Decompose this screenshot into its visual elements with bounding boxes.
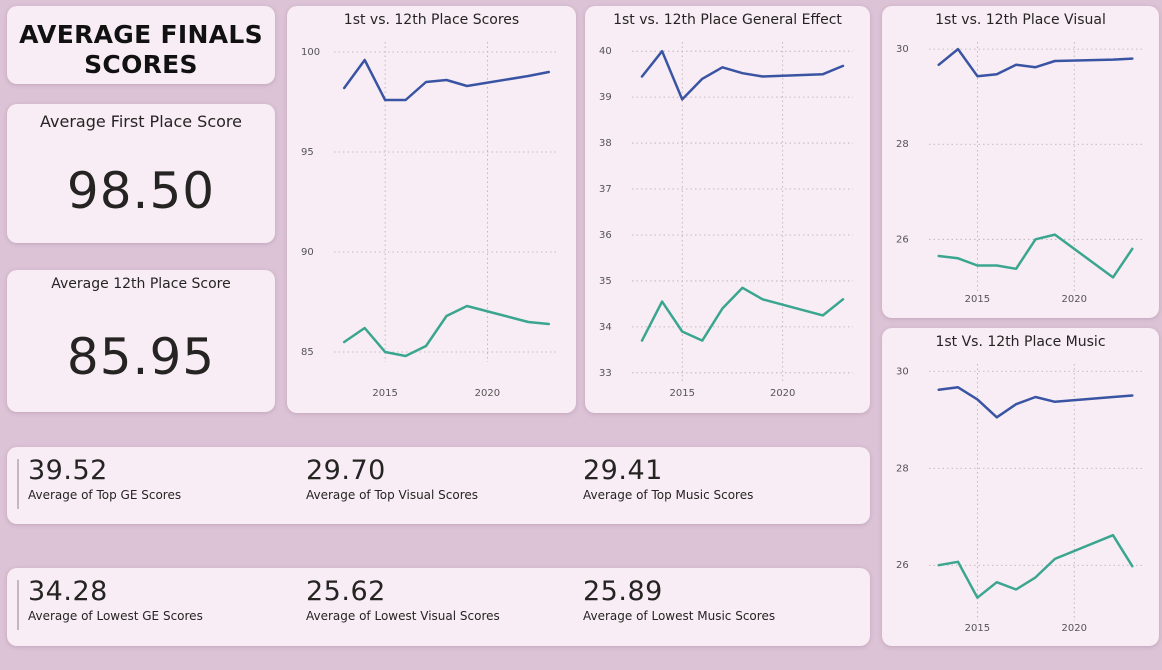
metric-value: 25.62 [306, 576, 386, 607]
title-card: AVERAGE FINALS SCORES [7, 6, 275, 84]
chart-title-scores: 1st vs. 12th Place Scores [343, 12, 520, 28]
metric-top-ge: 39.52 Average of Top GE Scores [28, 455, 181, 502]
metric-value: 25.89 [583, 576, 663, 607]
y-tick-label: 37 [599, 184, 612, 195]
x-tick-label: 2020 [1062, 623, 1087, 634]
top-scores-card: 39.52 Average of Top GE Scores 29.70 Ave… [7, 447, 870, 524]
chart-card-visual[interactable]: 1st vs. 12th Place Visual 26 28 30 2015 2020 [882, 6, 1159, 318]
metric-label: Average of Lowest GE Scores [28, 609, 203, 623]
metric-top-visual: 29.70 Average of Top Visual Scores [306, 455, 478, 502]
metric-top-music: 29.41 Average of Top Music Scores [583, 455, 753, 502]
y-tick-label: 100 [301, 47, 320, 58]
chart-card-music[interactable]: 1st Vs. 12th Place Music 26 28 30 2015 2020 [882, 328, 1159, 646]
y-tick-label: 28 [896, 463, 909, 474]
y-tick-label: 30 [896, 366, 909, 377]
x-tick-label: 2015 [965, 623, 990, 634]
metric-label: Average of Top GE Scores [28, 488, 182, 502]
series-line-first-place [640, 49, 845, 101]
kpi-value-twelfth-place: 85.95 [66, 328, 216, 386]
series-line-twelfth-place [937, 233, 1134, 279]
chart-visual: 26 28 30 2015 2020 [896, 42, 1142, 305]
kpi-label-twelfth-place: Average 12th Place Score [51, 276, 231, 292]
y-tick-label: 26 [896, 234, 909, 245]
series-line-first-place [937, 47, 1134, 78]
metric-value: 29.41 [583, 455, 663, 486]
metric-lowest-music: 25.89 Average of Lowest Music Scores [583, 576, 775, 623]
kpi-value-first-place: 98.50 [66, 162, 216, 220]
chart-title-general-effect: 1st vs. 12th Place General Effect [613, 12, 842, 28]
card-accent-bar [17, 580, 19, 630]
chart-general-effect: 33 34 35 36 37 38 39 40 2015 2020 [599, 42, 853, 399]
y-tick-label: 35 [599, 276, 612, 287]
series-line-first-place [342, 58, 551, 102]
metric-label: Average of Top Visual Scores [306, 488, 479, 502]
y-tick-label: 28 [896, 139, 909, 150]
y-tick-label: 85 [301, 347, 314, 358]
y-tick-label: 95 [301, 147, 314, 158]
chart-scores: 85 90 95 100 2015 2020 [301, 42, 559, 399]
metric-lowest-ge: 34.28 Average of Lowest GE Scores [28, 576, 203, 623]
metric-label: Average of Lowest Visual Scores [306, 609, 500, 623]
chart-title-visual: 1st vs. 12th Place Visual [935, 12, 1106, 28]
x-tick-label: 2015 [670, 388, 695, 399]
series-line-twelfth-place [342, 304, 551, 358]
y-tick-label: 40 [599, 46, 612, 57]
y-tick-label: 39 [599, 92, 612, 103]
metric-label: Average of Top Music Scores [583, 488, 754, 502]
chart-card-scores[interactable]: 1st vs. 12th Place Scores 85 90 95 100 2015 2… [287, 6, 576, 413]
y-tick-label: 90 [301, 247, 314, 258]
series-line-twelfth-place [937, 533, 1134, 599]
x-tick-label: 2020 [1062, 294, 1087, 305]
metric-value: 29.70 [306, 455, 386, 486]
y-tick-label: 34 [599, 322, 612, 333]
card-accent-bar [17, 459, 19, 509]
chart-card-general-effect[interactable]: 1st vs. 12th Place General Effect 33 34 35… [585, 6, 870, 413]
y-tick-label: 36 [599, 230, 612, 241]
y-tick-label: 30 [896, 44, 909, 55]
x-tick-label: 2020 [475, 388, 500, 399]
metric-lowest-visual: 25.62 Average of Lowest Visual Scores [306, 576, 500, 623]
series-line-first-place [937, 386, 1134, 419]
metric-value: 34.28 [28, 576, 108, 607]
y-tick-label: 26 [896, 560, 909, 571]
kpi-card-twelfth-place: Average 12th Place Score 85.95 [7, 270, 275, 412]
x-tick-label: 2015 [372, 388, 397, 399]
y-tick-label: 38 [599, 138, 612, 149]
page-title: AVERAGE FINALS SCORES [19, 20, 263, 79]
metric-label: Average of Lowest Music Scores [583, 609, 776, 623]
x-tick-label: 2015 [965, 294, 990, 305]
metric-value: 39.52 [28, 455, 108, 486]
y-tick-label: 33 [599, 368, 612, 379]
series-line-twelfth-place [640, 286, 845, 342]
chart-music: 26 28 30 2015 2020 [896, 364, 1142, 634]
x-tick-label: 2020 [770, 388, 795, 399]
kpi-label-first-place: Average First Place Score [40, 112, 242, 131]
lowest-scores-card: 34.28 Average of Lowest GE Scores 25.62 … [7, 568, 870, 646]
kpi-card-first-place: Average First Place Score 98.50 [7, 104, 275, 243]
chart-title-music: 1st Vs. 12th Place Music [935, 334, 1106, 350]
